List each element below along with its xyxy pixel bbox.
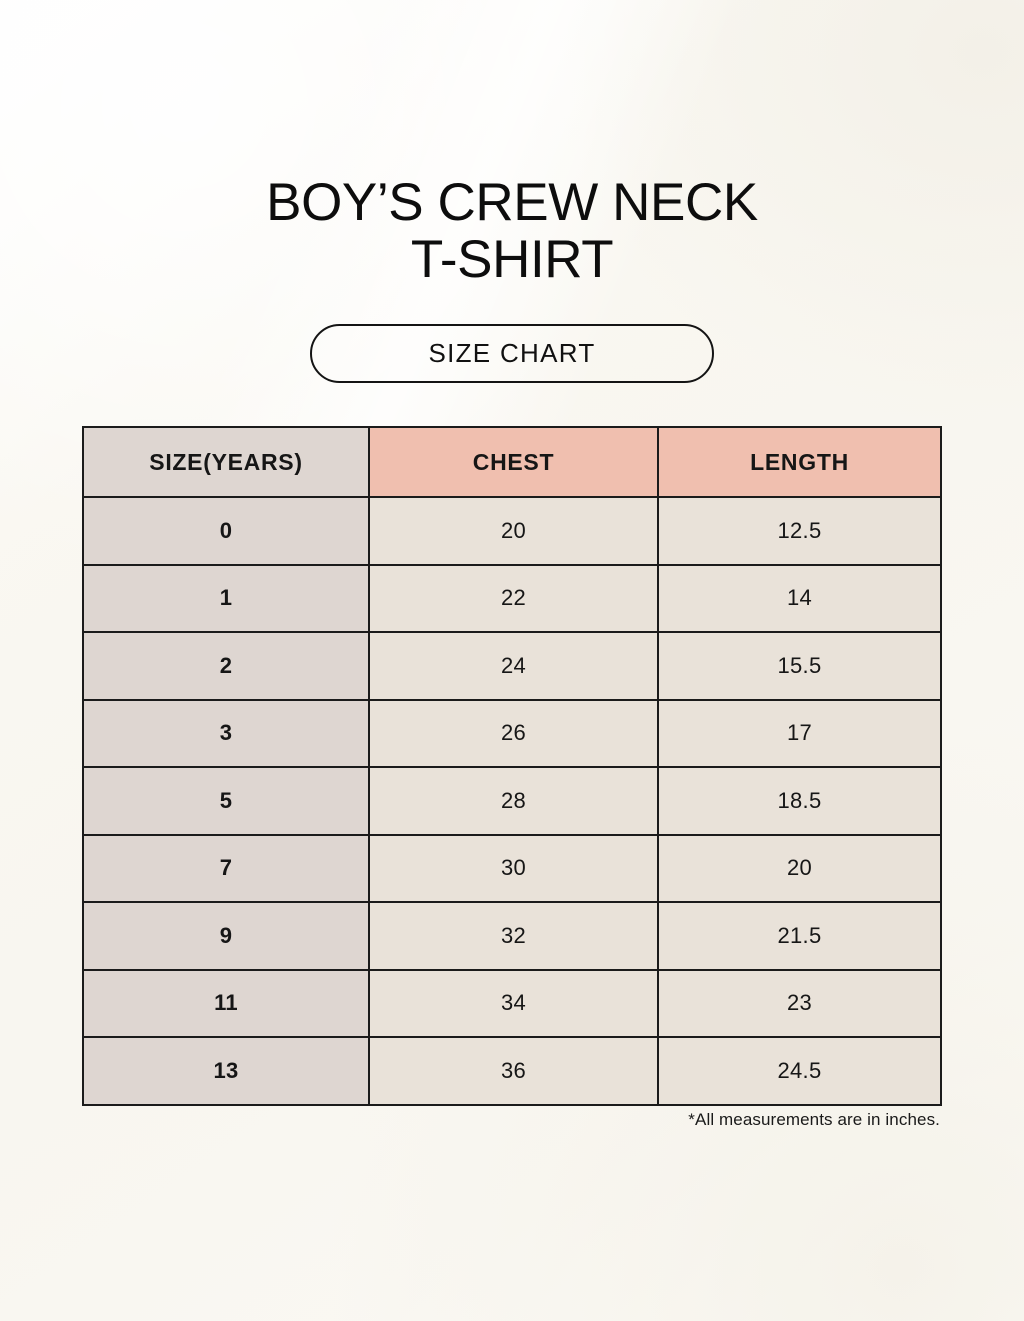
size-chart-table: SIZE(YEARS) CHEST LENGTH 0 20 12.5 1 22 … xyxy=(82,426,942,1106)
size-chart-table-container: SIZE(YEARS) CHEST LENGTH 0 20 12.5 1 22 … xyxy=(82,426,942,1106)
cell-length: 15.5 xyxy=(657,631,942,701)
size-chart-badge-label: SIZE CHART xyxy=(428,338,596,368)
table-row: 2 24 15.5 xyxy=(82,631,942,701)
cell-length: 20 xyxy=(657,833,942,903)
cell-chest: 22 xyxy=(368,563,659,633)
cell-length: 21.5 xyxy=(657,901,942,971)
page-title: BOY’S CREW NECK T-SHIRT xyxy=(266,173,758,289)
cell-chest: 36 xyxy=(368,1036,659,1106)
table-row: 1 22 14 xyxy=(82,563,942,633)
table-row: 5 28 18.5 xyxy=(82,766,942,836)
column-header-size: SIZE(YEARS) xyxy=(82,426,370,498)
cell-chest: 30 xyxy=(368,833,659,903)
table-row: 7 30 20 xyxy=(82,833,942,903)
table-row: 0 20 12.5 xyxy=(82,496,942,566)
cell-chest: 20 xyxy=(368,496,659,566)
measurement-units-footnote: *All measurements are in inches. xyxy=(688,1110,940,1129)
table-row: 13 36 24.5 xyxy=(82,1036,942,1106)
cell-chest: 28 xyxy=(368,766,659,836)
cell-length: 17 xyxy=(657,698,942,768)
cell-length: 24.5 xyxy=(657,1036,942,1106)
cell-size: 2 xyxy=(82,631,370,701)
cell-chest: 26 xyxy=(368,698,659,768)
cell-size: 7 xyxy=(82,833,370,903)
cell-length: 18.5 xyxy=(657,766,942,836)
cell-length: 23 xyxy=(657,968,942,1038)
size-chart-badge: SIZE CHART xyxy=(310,324,714,383)
cell-size: 3 xyxy=(82,698,370,768)
table-header: SIZE(YEARS) CHEST LENGTH xyxy=(82,426,942,498)
cell-size: 11 xyxy=(82,968,370,1038)
table-row: 9 32 21.5 xyxy=(82,901,942,971)
column-header-chest: CHEST xyxy=(368,426,659,498)
cell-size: 0 xyxy=(82,496,370,566)
cell-chest: 32 xyxy=(368,901,659,971)
cell-length: 14 xyxy=(657,563,942,633)
table-body: 0 20 12.5 1 22 14 2 24 15.5 3 26 17 xyxy=(82,496,942,1106)
cell-chest: 24 xyxy=(368,631,659,701)
table-row: 3 26 17 xyxy=(82,698,942,768)
cell-chest: 34 xyxy=(368,968,659,1038)
table-row: 11 34 23 xyxy=(82,968,942,1038)
cell-size: 9 xyxy=(82,901,370,971)
cell-size: 1 xyxy=(82,563,370,633)
table-header-row: SIZE(YEARS) CHEST LENGTH xyxy=(82,426,942,498)
cell-size: 5 xyxy=(82,766,370,836)
cell-length: 12.5 xyxy=(657,496,942,566)
cell-size: 13 xyxy=(82,1036,370,1106)
column-header-length: LENGTH xyxy=(657,426,942,498)
